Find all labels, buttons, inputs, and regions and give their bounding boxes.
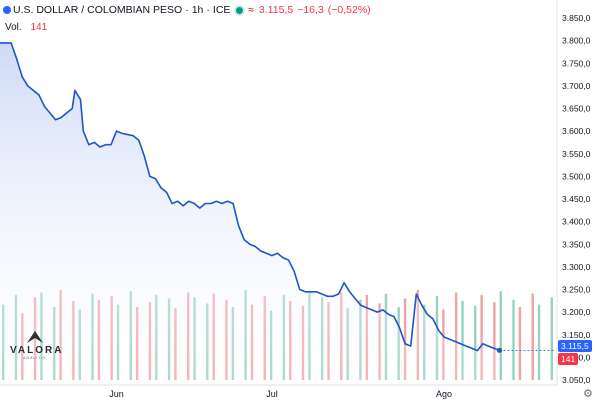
y-tick-label: 3.400,0 — [562, 217, 591, 227]
volume-bar — [474, 305, 477, 380]
y-tick-label: 3.700,0 — [562, 81, 591, 91]
x-tick-label: Jun — [109, 389, 124, 399]
y-tick-label: 3.050,0 — [562, 375, 591, 385]
volume-value: 141 — [30, 22, 48, 33]
y-tick-label: 3.550,0 — [562, 149, 591, 159]
market-status-icon — [234, 4, 246, 16]
volume-bar — [518, 307, 522, 380]
price-change-pct: (−0,52%) — [327, 4, 371, 16]
y-tick-label: 3.350,0 — [562, 239, 591, 249]
y-tick-label: 3.650,0 — [562, 104, 591, 114]
last-price-point — [497, 347, 502, 353]
volume-bar — [480, 294, 483, 380]
price-line — [0, 42, 500, 352]
volume-bar — [499, 291, 502, 380]
logo-mark-icon — [27, 331, 43, 343]
volume-legend[interactable]: Vol. 141 — [5, 22, 47, 33]
volume-tag: 141 — [558, 353, 579, 365]
volume-bar — [461, 300, 464, 380]
y-tick-label: 3.500,0 — [562, 171, 591, 181]
symbol-title[interactable]: U.S. DOLLAR / COLOMBIAN PESO — [13, 4, 183, 16]
last-price: 3.115,5 — [258, 4, 294, 16]
volume-bar — [550, 297, 554, 380]
symbol-icon — [3, 6, 11, 14]
volume-label: Vol. — [5, 22, 22, 33]
y-tick-label: 3.200,0 — [562, 307, 591, 317]
gear-icon[interactable]: ⚙ — [583, 388, 593, 400]
last-price-tag: 3.115,5 — [558, 340, 592, 352]
wave-icon: ≈ — [248, 4, 254, 16]
chart-header: U.S. DOLLAR / COLOMBIAN PESO · 1h · ICE … — [3, 4, 371, 16]
y-tick-label: 3.750,0 — [562, 58, 591, 68]
price-area — [0, 42, 500, 381]
x-tick-label: Jul — [266, 389, 278, 399]
interval-label[interactable]: 1h — [191, 4, 204, 16]
y-tick-label: 3.450,0 — [562, 194, 591, 204]
y-tick-label: 3.300,0 — [562, 262, 591, 272]
logo-subtitle: ANALITIK — [23, 356, 47, 360]
y-tick-label: 3.600,0 — [562, 126, 591, 136]
y-tick-label: 3.850,0 — [562, 13, 591, 23]
volume-bar — [493, 302, 496, 380]
valora-logo: VALORA ANALITIK — [10, 330, 64, 360]
logo-name: VALORA — [10, 345, 64, 356]
volume-bar — [454, 292, 458, 380]
header-separator: · — [206, 4, 210, 16]
volume-bar — [531, 293, 534, 380]
header-separator: · — [185, 4, 189, 16]
volume-bar — [537, 304, 541, 380]
y-tick-label: 3.150,0 — [562, 330, 591, 340]
x-tick-label: Ago — [436, 389, 452, 399]
volume-bar — [403, 298, 407, 380]
exchange-label: ICE — [212, 4, 231, 16]
volume-bar — [512, 299, 515, 380]
y-tick-label: 3.800,0 — [562, 36, 591, 46]
y-tick-label: 3.250,0 — [562, 285, 591, 295]
price-change: −16,3 — [297, 4, 324, 16]
